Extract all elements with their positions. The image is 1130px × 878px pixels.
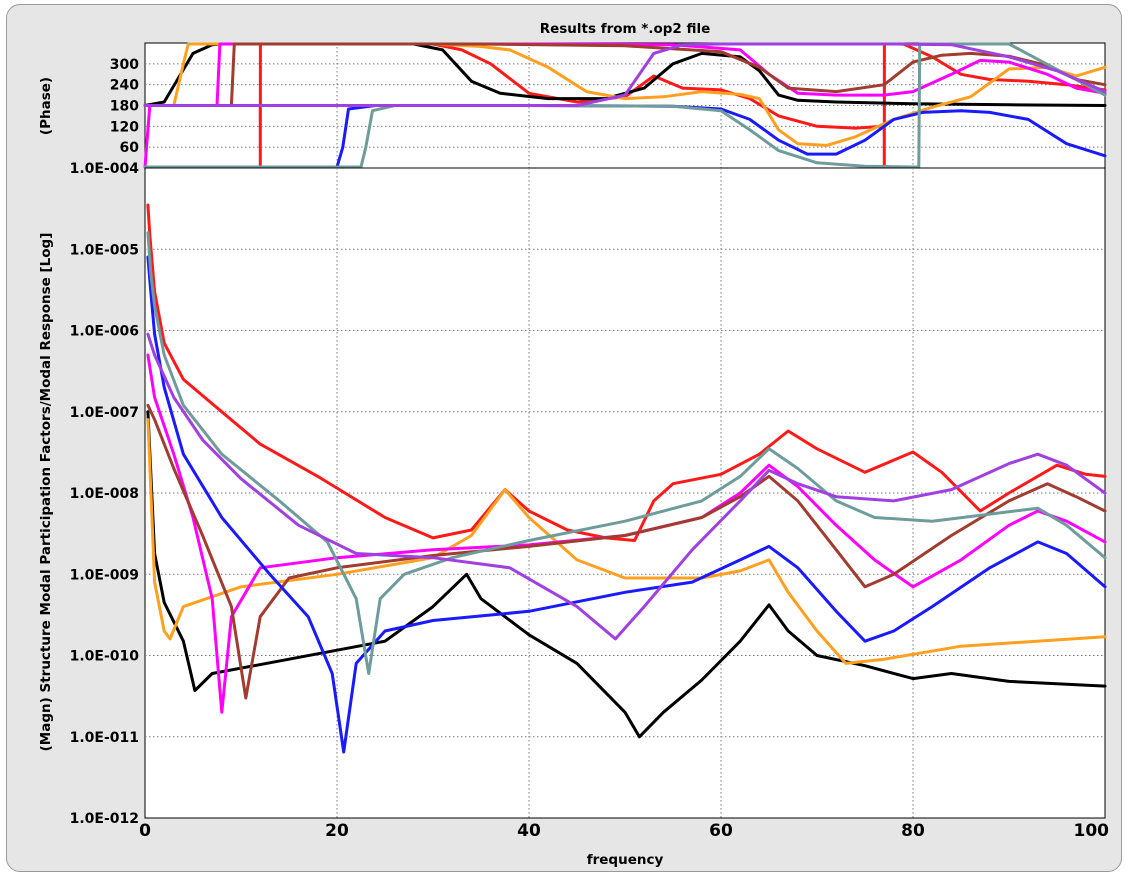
x-tick-label: 100 (1074, 821, 1110, 841)
magnitude-y-tick-label: 1.0E-005 (70, 242, 139, 258)
magnitude-y-ticks: 1.0E-012 1.0E-011 1.0E-010 1.0E-009 1.0E-008… (70, 161, 140, 827)
phase-series-6 (143, 104, 1107, 169)
magnitude-series-5 (146, 403, 1107, 700)
x-tick-label: 60 (709, 821, 733, 841)
magnitude-series-2 (146, 410, 1107, 739)
magnitude-series-3 (146, 418, 1107, 665)
magnitude-y-tick-label: 1.0E-009 (70, 567, 139, 583)
phase-series-7 (143, 42, 1107, 169)
x-tick-label: 20 (325, 821, 349, 841)
magnitude-curves (146, 203, 1107, 754)
phase-y-tick-label: 120 (110, 119, 139, 135)
x-axis-label: frequency (587, 852, 664, 868)
magnitude-y-axis-label: (Magn) Structure Modal Participation Fac… (38, 233, 54, 752)
phase-y-tick-label: 60 (120, 140, 140, 156)
magnitude-grid (145, 168, 1105, 818)
magnitude-x-ticks: 0 20 40 60 80 100 (139, 821, 1109, 841)
phase-y-tick-label: 300 (110, 57, 139, 73)
magnitude-y-tick-label: 1.0E-004 (70, 161, 140, 177)
phase-y-ticks: 60 120 180 240 300 (110, 57, 139, 156)
phase-y-tick-label: 180 (110, 99, 139, 115)
phase-y-tick-label: 240 (110, 78, 139, 94)
x-tick-label: 40 (517, 821, 541, 841)
chart-title: Results from *.op2 file (540, 21, 711, 37)
magnitude-y-tick-label: 1.0E-010 (70, 649, 140, 665)
magnitude-y-tick-label: 1.0E-008 (70, 486, 139, 502)
x-tick-label: 0 (139, 821, 151, 841)
magnitude-series-1 (146, 203, 1107, 542)
phase-series-8 (143, 42, 1107, 107)
phase-y-axis-label: (Phase) (38, 77, 54, 135)
magnitude-y-tick-label: 1.0E-012 (70, 811, 139, 827)
magnitude-series-6 (146, 255, 1107, 754)
phase-series-4 (143, 42, 1107, 169)
phase-curves (143, 42, 1107, 169)
x-tick-label: 80 (901, 821, 925, 841)
magnitude-y-tick-label: 1.0E-006 (70, 324, 139, 340)
magnitude-y-tick-label: 1.0E-011 (70, 730, 139, 746)
magnitude-series-7 (146, 231, 1107, 675)
magnitude-series-8 (146, 332, 1107, 641)
magnitude-y-tick-label: 1.0E-007 (70, 405, 139, 421)
